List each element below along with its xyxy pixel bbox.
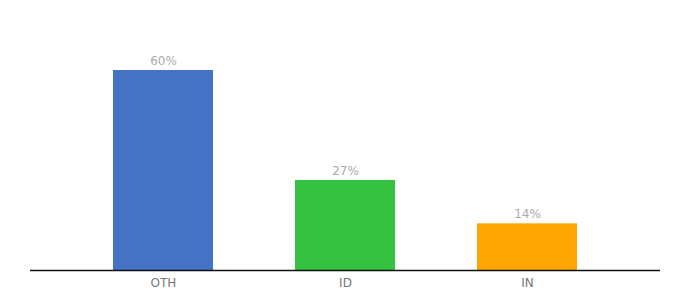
svg-text:14%: 14% [514, 207, 541, 221]
svg-text:27%: 27% [332, 164, 359, 178]
svg-text:60%: 60% [150, 54, 177, 68]
svg-text:ID: ID [339, 276, 352, 290]
svg-text:OTH: OTH [151, 276, 177, 290]
svg-text:IN: IN [521, 276, 534, 290]
